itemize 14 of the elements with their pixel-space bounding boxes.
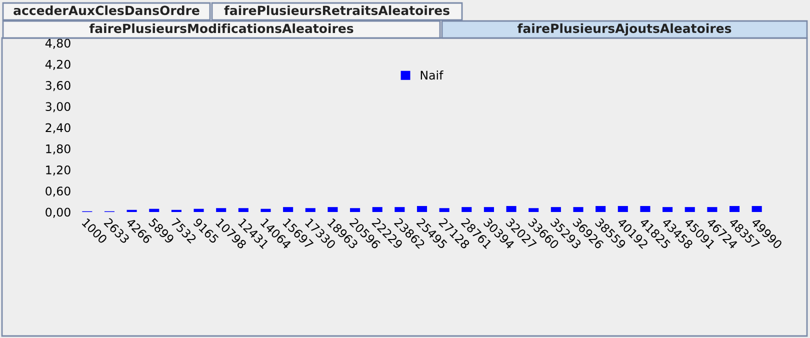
legend-label: Naif bbox=[420, 70, 444, 80]
y-tick-label: 1,20 bbox=[46, 165, 70, 176]
text: fairePlusieursModificationsAleatoires bbox=[89, 23, 354, 34]
text: accederAuxClesDansOrdre bbox=[14, 5, 200, 16]
y-tick-label: 4,20 bbox=[45, 60, 70, 70]
text: fairePlusieursRetraitsAleatoires bbox=[224, 5, 450, 16]
y-tick-label: 3,00 bbox=[46, 102, 70, 112]
y-tick-label: 1,80 bbox=[46, 144, 70, 154]
y-tick-label: 4,80 bbox=[45, 38, 70, 49]
text: fairePlusieursAjoutsAleatoires bbox=[517, 23, 732, 36]
y-tick-label: 0,00 bbox=[46, 208, 70, 218]
y-tick-label: 3,60 bbox=[46, 80, 70, 92]
y-tick-label: 2,40 bbox=[46, 123, 70, 134]
y-tick-label: 0,60 bbox=[46, 186, 70, 197]
